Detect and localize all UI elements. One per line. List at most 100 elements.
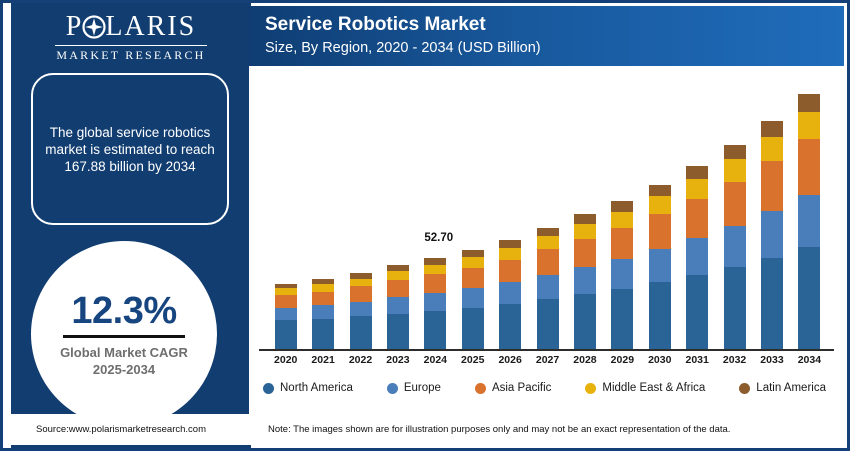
bar-segment	[499, 304, 522, 351]
legend-item[interactable]: Asia Pacific	[474, 382, 552, 394]
bar-segment	[573, 238, 596, 268]
cagr-years: 2025-2034	[92, 362, 156, 377]
bar-segment	[499, 259, 522, 283]
bar-segment	[424, 258, 447, 265]
bar-stack	[386, 265, 409, 351]
brand-tagline: MARKET RESEARCH	[56, 48, 206, 62]
bar-segment	[573, 214, 596, 224]
x-axis-tick-label: 2032	[722, 354, 747, 366]
bar-stack	[686, 165, 709, 351]
bar-segment	[424, 293, 447, 312]
x-axis-tick-label: 2022	[348, 354, 373, 366]
bar-stack	[461, 250, 484, 351]
bar-segment	[723, 225, 746, 267]
bar-column	[454, 74, 491, 351]
bar-segment	[461, 308, 484, 351]
bar-segment	[686, 274, 709, 351]
bar-segment	[386, 265, 409, 272]
bar-segment	[499, 247, 522, 260]
bar-column	[566, 74, 603, 351]
bar-stack: 52.70	[424, 232, 453, 351]
plot-region: 52.70	[259, 74, 834, 351]
bar-segment	[611, 211, 634, 228]
bar-segment	[274, 295, 297, 308]
x-axis-line	[259, 349, 834, 351]
x-axis-tick-label: 2031	[685, 354, 709, 366]
brand-name: P LARIS	[11, 11, 251, 43]
bar-group: 52.70	[267, 74, 828, 351]
bar-stack	[274, 283, 297, 351]
bar-segment	[312, 284, 335, 292]
bar-segment	[723, 159, 746, 182]
bar-segment	[499, 282, 522, 305]
bar-segment	[648, 185, 671, 197]
x-axis-tick-label: 2020	[274, 354, 298, 366]
bar-stack	[611, 201, 634, 351]
bar-segment	[349, 286, 372, 302]
market-estimate-text: The global service robotics market is es…	[45, 124, 215, 174]
bar-segment	[312, 318, 335, 351]
x-axis-ticks: 2020 2021 2022 2023 2024 2025 2026 2027 2028 2029…	[267, 354, 828, 366]
legend-color-dot	[585, 382, 597, 394]
compass-star-icon	[82, 15, 106, 39]
bar-stack	[573, 214, 596, 351]
bar-stack	[760, 120, 783, 351]
bar-segment	[536, 227, 559, 237]
bar-column	[529, 74, 566, 351]
bar-segment	[274, 288, 297, 296]
legend-item[interactable]: Middle East & Africa	[585, 382, 705, 394]
legend-item[interactable]: Europe	[386, 382, 441, 394]
bar-segment	[349, 272, 372, 279]
bar-segment	[798, 138, 821, 195]
legend-label: Asia Pacific	[491, 382, 552, 394]
legend-color-dot	[386, 382, 398, 394]
bar-column	[678, 74, 715, 351]
bar-segment	[573, 223, 596, 239]
bar-stack	[536, 227, 559, 351]
cagr-value: 12.3%	[71, 290, 177, 332]
bar-column	[267, 74, 304, 351]
bar-segment	[424, 274, 447, 294]
bar-segment	[611, 201, 634, 212]
bar-stack	[798, 93, 821, 351]
cagr-badge: 12.3% Global Market CAGR 2025-2034	[31, 241, 217, 427]
bar-segment	[798, 93, 821, 112]
bar-segment	[499, 239, 522, 248]
bar-segment	[274, 283, 297, 289]
bar-segment	[386, 280, 409, 298]
cagr-label: Global Market CAGR	[60, 345, 188, 360]
bar-segment	[274, 307, 297, 321]
legend-color-dot	[474, 382, 486, 394]
bar-segment	[461, 267, 484, 289]
bar-column	[753, 74, 790, 351]
x-axis-tick-label: 2029	[610, 354, 635, 366]
x-axis-tick-label: 2025	[461, 354, 485, 366]
bar-segment	[723, 181, 746, 226]
footer-note: Note: The images shown are for illustrat…	[268, 424, 731, 435]
bar-segment	[611, 288, 634, 351]
legend-item[interactable]: Latin America	[739, 382, 826, 394]
legend-label: Latin America	[756, 382, 826, 394]
legend-item[interactable]: North America	[263, 382, 353, 394]
bar-segment	[349, 316, 372, 351]
bar-stack	[349, 272, 372, 351]
x-axis-tick-label: 2030	[648, 354, 672, 366]
brand-name-suffix: LARIS	[105, 11, 197, 42]
bar-segment	[686, 198, 709, 239]
bar-segment	[424, 264, 447, 275]
logo-divider	[55, 45, 207, 46]
legend-label: Middle East & Africa	[602, 382, 706, 394]
brand-name-prefix: P	[65, 11, 84, 42]
bar-segment	[386, 297, 409, 314]
bar-stack	[648, 185, 671, 351]
bar-segment	[573, 267, 596, 294]
bar-segment	[611, 259, 634, 289]
bar-column	[379, 74, 416, 351]
x-axis-tick-label: 2034	[797, 354, 822, 366]
bar-segment	[760, 257, 783, 351]
bar-segment	[723, 266, 746, 351]
bar-column	[641, 74, 678, 351]
x-axis-tick-label: 2023	[386, 354, 410, 366]
bar-segment	[723, 145, 746, 160]
